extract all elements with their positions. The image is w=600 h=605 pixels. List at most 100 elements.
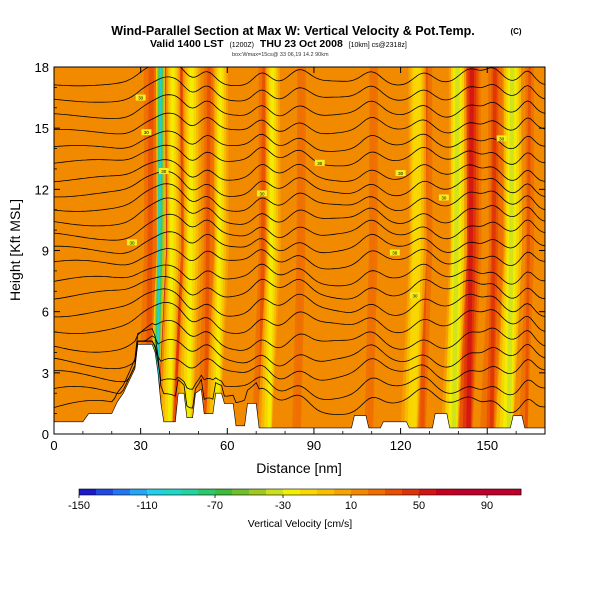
downdraft-band-layer: [267, 67, 275, 434]
updraft-band: [479, 67, 504, 434]
colorbar-swatch: [96, 489, 114, 495]
isentrope-line: [54, 144, 545, 167]
isentrope-label: 30: [259, 191, 265, 196]
terrain-profile: [54, 344, 545, 434]
colorbar-swatch: [334, 489, 352, 495]
colorbar-tick-label: 10: [345, 500, 357, 512]
isentrope-line: [54, 170, 545, 198]
downdraft-band-layer: [186, 67, 194, 434]
updraft-band: [284, 67, 312, 434]
colorbar-swatch: [504, 489, 522, 495]
colorbar-swatch: [198, 489, 216, 495]
x-axis: 0 30 60 90 120 150: [50, 67, 517, 453]
updraft-band: [515, 67, 537, 434]
info-line: box:Wmax=15cs@ 33 06,19 14.2 90km: [232, 52, 329, 58]
isentrope-label-bg: [395, 170, 406, 177]
y-axis: 0 3 6 9 12 15 18: [35, 60, 545, 442]
y-tick-label: 18: [35, 60, 49, 75]
x-tick-label: 90: [307, 438, 321, 453]
y-tick-label: 9: [42, 244, 49, 259]
subtitle-main: Valid 1400 LST: [150, 38, 224, 50]
subtitle-small-2: [10km] cs@2318z]: [349, 42, 407, 49]
isentrope-line: [54, 328, 545, 415]
isentrope-contours: 30 30 30 30 30 30 30 30 30 30 30: [54, 67, 545, 415]
isentrope-line: [54, 288, 545, 318]
colorbar-swatch: [79, 489, 97, 495]
y-axis-label: Height [Kft MSL]: [7, 199, 23, 301]
isentrope-line: [54, 275, 545, 300]
colorbar-swatch: [317, 489, 335, 495]
isentrope-label: 30: [161, 169, 167, 174]
isentrope-line: [54, 183, 545, 212]
title-mark: (C): [510, 27, 521, 36]
isentrope-label-bg: [314, 159, 325, 166]
x-tick-label: 60: [220, 438, 234, 453]
isentrope-label-bg: [256, 190, 267, 197]
y-tick-label: 12: [35, 182, 49, 197]
x-tick-label: 0: [50, 438, 57, 453]
y-tick-label: 15: [35, 121, 49, 136]
downdraft-band: [175, 67, 202, 434]
downdraft-band: [205, 67, 229, 434]
isentrope-label-bg: [410, 292, 421, 299]
isentrope-label-bg: [158, 167, 169, 174]
colorbar-swatch: [436, 489, 454, 495]
updraft-band-layer: [258, 67, 266, 434]
colorbar-tick-label: -30: [275, 500, 291, 512]
isentrope-line: [54, 76, 545, 103]
colorbar-swatch: [181, 489, 199, 495]
downdraft-band-layer: [215, 67, 223, 434]
x-tick-label: 150: [476, 438, 498, 453]
isentrope-line: [54, 263, 545, 287]
subtitle-small-1: (1200Z): [229, 42, 254, 49]
isentrope-label: 30: [499, 136, 505, 141]
isentrope-line: [54, 112, 545, 135]
isentrope-label: 30: [392, 251, 398, 256]
colorbar-swatch: [300, 489, 318, 495]
isentrope-line: [54, 301, 545, 334]
updraft-band-layer: [466, 67, 475, 434]
isentrope-label-bg: [438, 194, 449, 201]
isentrope-line: [54, 197, 545, 227]
colorbar-swatch: [283, 489, 301, 495]
colorbar-swatch: [351, 489, 369, 495]
colorbar-swatch: [453, 489, 471, 495]
downdraft-band-layer: [506, 67, 515, 434]
velocity-field: [54, 67, 545, 434]
colorbar-swatch: [232, 489, 250, 495]
y-tick-label: 6: [42, 305, 49, 320]
updraft-band-layer: [489, 67, 497, 434]
downdraft-band-layer: [411, 67, 420, 434]
x-tick-label: 30: [133, 438, 147, 453]
isentrope-label: 30: [317, 161, 323, 166]
colorbar-tick-label: -70: [207, 500, 223, 512]
isentrope-label-bg: [141, 129, 152, 136]
updraft-band-layer: [524, 67, 532, 434]
colorbar-tick-label: -110: [136, 500, 157, 512]
updraft-band-layer: [145, 67, 154, 434]
colorbar-swatch: [249, 489, 267, 495]
updraft-band-layer: [295, 67, 304, 434]
isentrope-label-bg: [389, 249, 400, 256]
colorbar-swatch: [130, 489, 148, 495]
colorbar-swatch: [368, 489, 386, 495]
isentrope-line: [54, 320, 545, 353]
downdraft-band-layer: [167, 67, 175, 434]
downdraft-band: [157, 67, 182, 434]
isentrope-label: 30: [138, 96, 144, 101]
colorbar-swatch: [470, 489, 488, 495]
isentrope-line: [54, 248, 545, 270]
colorbar-frame: [78, 488, 522, 496]
isentrope-label-bg: [126, 239, 137, 246]
colorbar-tick-label: -150: [68, 500, 90, 512]
updraft-band: [357, 67, 384, 434]
colorbar-swatch: [402, 489, 420, 495]
isentrope-line: [54, 67, 545, 87]
chart-subtitle: Valid 1400 LST (1200Z) THU 23 Oct 2008 […: [150, 38, 407, 50]
isentrope-label-bg: [135, 94, 146, 101]
colorbar-tick-label: 50: [413, 500, 425, 512]
colorbar-swatch: [487, 489, 505, 495]
colorbar-label: Vertical Velocity [cm/s]: [248, 518, 353, 530]
